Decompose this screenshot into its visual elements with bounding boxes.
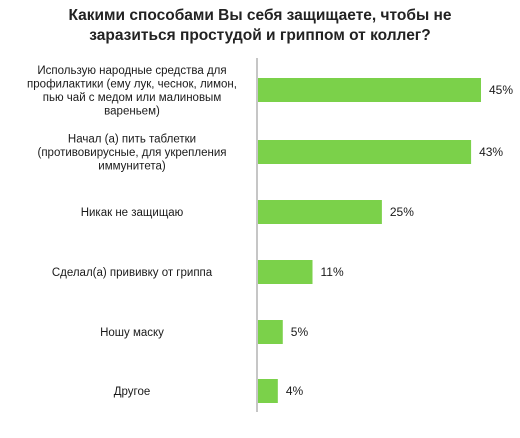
bar [258,320,283,344]
category-label-line: Начал (а) пить таблетки [68,134,196,146]
chart-title-line-2: заразиться простудой и гриппом от коллег… [89,27,431,44]
value-label: 4% [286,384,304,398]
category-label-line: Ношу маску [100,327,164,339]
category-label-line: вареньем) [104,105,160,117]
bar [258,78,481,102]
value-label: 11% [321,265,344,279]
bar [258,200,382,224]
value-label: 45% [489,83,513,97]
category-label-line: Сделал(а) прививку от гриппа [52,267,213,279]
value-label: 25% [390,205,414,219]
value-label: 43% [479,145,503,159]
category-label: Использую народные средства для профилакт… [27,65,237,118]
value-label: 5% [291,325,309,339]
category-label: Ношу маску [100,327,164,339]
category-label: Другое [114,386,151,398]
category-label-line: Другое [114,386,151,398]
category-label-line: Использую народные средства для [37,65,226,77]
bar [258,260,313,284]
category-label: Сделал(а) прививку от гриппа [52,267,213,279]
category-label-line: (противовирусные, для укрепления [38,147,227,159]
bar [258,379,278,403]
category-label-line: пью чай с медом или малиновым [43,92,222,104]
bar [258,140,472,164]
category-label-line: Никак не защищаю [81,207,184,219]
chart-title: Какими способами Вы себя защищаете, чтоб… [0,6,520,46]
category-label-line: профилактики (ему лук, чеснок, лимон, [27,78,237,90]
chart-title-line-1: Какими способами Вы себя защищаете, чтоб… [68,7,452,24]
category-label: Никак не защищаю [81,207,184,219]
category-label: Начал (а) пить таблетки (противовирусные,… [38,134,227,173]
category-label-line: иммунитета) [98,161,166,173]
